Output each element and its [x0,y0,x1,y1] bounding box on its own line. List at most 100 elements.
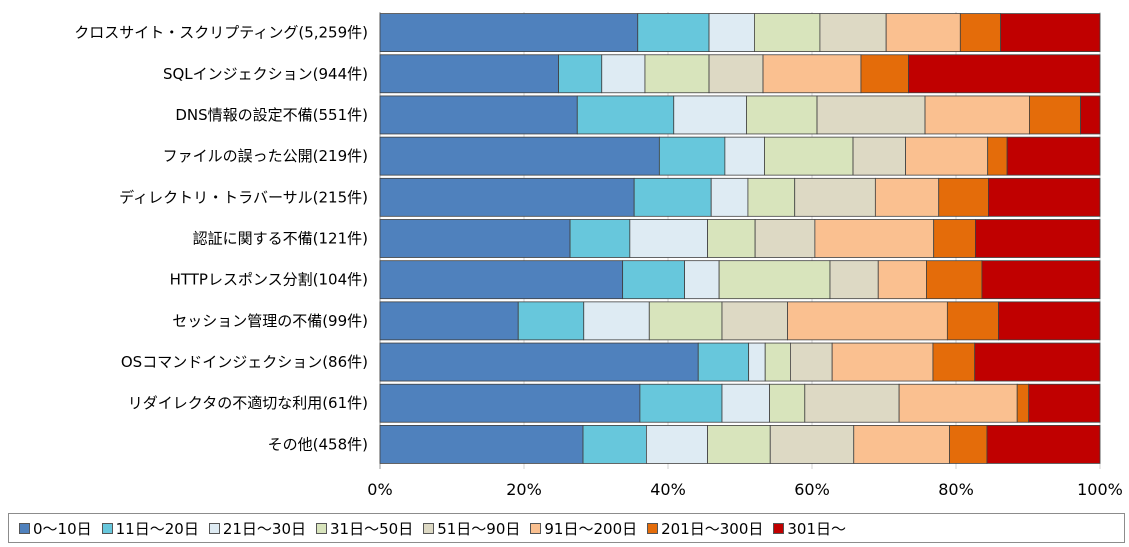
legend-label: 21日～30日 [222,519,307,538]
bar-segment [1000,13,1101,52]
category-label: セッション管理の不備(99件) [172,312,368,330]
legend-item: 31日～50日 [316,518,413,539]
bar-segment [748,342,766,382]
bar-segment [829,260,879,300]
x-tick-label: 80% [938,480,974,499]
bar-segment [926,260,983,300]
bar-segment [646,425,709,464]
bar-segment [1080,95,1101,135]
bar-segment [908,54,1101,94]
x-tick-label: 100% [1077,480,1123,499]
bar-segment [658,136,726,176]
bar-segment [708,54,764,94]
legend: 0～10日 11日～20日 21日～30日 31日～50日 51日～90日 91日～200… [8,513,1125,543]
bar-segment [787,301,948,341]
bar-segment [814,219,935,258]
legend-swatch [530,522,542,534]
legend-swatch [316,522,328,534]
bar-segment [852,136,906,176]
bar-segment [697,342,750,382]
legend-swatch [101,522,113,534]
bar-segment [831,342,934,382]
bar-segment [517,301,585,341]
bar-segment [379,13,639,52]
legend-swatch [647,522,659,534]
bar-segment [988,177,1101,217]
category-label: リダイレクタの不適切な利用(61件) [128,394,368,412]
bar-segment [648,301,723,341]
category-label: SQLインジェクション(944件) [163,65,368,83]
bar-segment [582,425,647,464]
category-label: 認証に関する不備(121件) [193,230,368,248]
legend-swatch [773,522,785,534]
legend-item: 11日～20日 [101,518,199,539]
legend-swatch [19,522,30,534]
bar-segment [885,13,961,52]
legend-item: 301日～ [773,518,846,539]
category-label: その他(458件) [268,435,368,453]
bar-segment [576,95,675,135]
bar-segment [633,177,712,217]
bar-segment [558,54,603,94]
bar-segment [860,54,909,94]
bar-segment [379,95,578,135]
bar-segment [639,383,723,423]
x-tick-label: 40% [650,480,686,499]
bar-segment [905,136,989,176]
bar-segment [764,136,854,176]
bar-segment [998,301,1101,341]
bar-segment [710,177,749,217]
x-tick-label: 60% [794,480,830,499]
bar-segment [379,260,624,300]
bar-segment [379,54,559,94]
legend-label: 201日～300日 [661,519,764,538]
category-label: DNS情報の設定不備(551件) [175,106,368,124]
bar-segment [804,383,900,423]
bar-segment [946,301,999,341]
category-label: ディレクトリ・トラバーサル(215件) [119,188,368,206]
bar-segment [721,383,770,423]
legend-item: 201日～300日 [647,518,763,539]
bar-segment [1028,383,1101,423]
bar-segment [379,342,699,382]
bars [379,13,1101,464]
bar-segment [790,342,833,382]
bar-segment [1006,136,1101,176]
bar-segment [754,13,821,52]
legend-label: 301日～ [787,519,847,538]
bar-segment [746,95,818,135]
bar-segment [724,136,765,176]
category-label: HTTPレスポンス分割(104件) [170,271,368,289]
bar-segment [981,260,1101,300]
bar-segment [379,219,571,258]
bar-segment [877,260,927,300]
bar-segment [379,136,660,176]
bar-segment [762,54,862,94]
legend-label: 31日～50日 [330,519,414,538]
bar-segment [932,342,976,382]
bar-segment [933,219,976,258]
bar-segment [794,177,876,217]
bar-segment [959,13,1002,52]
x-tick-label: 0% [367,480,392,499]
bar-segment [707,219,756,258]
bar-segment [898,383,1018,423]
bar-segment [819,13,887,52]
bar-segment [1029,95,1081,135]
bar-segment [379,301,519,341]
bar-segment [924,95,1030,135]
bar-segment [1016,383,1030,423]
bar-segment [637,13,710,52]
legend-label: 11日～20日 [115,519,199,538]
bar-segment [986,425,1101,464]
stacked-bar-chart: クロスサイト・スクリプティング(5,259件) SQLインジェクション(944件)… [74,12,1123,499]
bar-segment [379,177,635,217]
legend-label: 51日～90日 [437,519,521,538]
bar-segment [622,260,685,300]
bar-segment [629,219,709,258]
bar-segment [769,383,806,423]
legend-item: 91日～200日 [530,518,637,539]
x-tick-labels: 0% 20% 40% 60% 80% 100% [367,480,1123,499]
category-labels: クロスサイト・スクリプティング(5,259件) SQLインジェクション(944件)… [74,24,368,454]
bar-segment [707,425,771,464]
